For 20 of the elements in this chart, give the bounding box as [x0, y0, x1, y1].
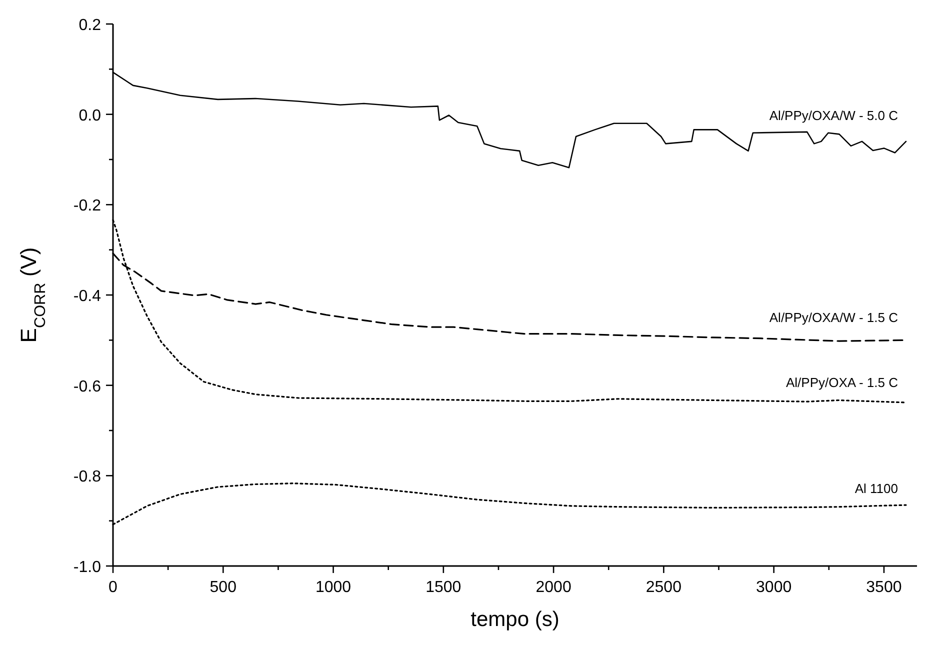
series-label: Al/PPy/OXA/W - 1.5 C	[769, 310, 898, 325]
x-tick-label: 1500	[426, 579, 462, 596]
x-tick-label: 3000	[756, 579, 792, 596]
series-label: Al 1100	[854, 481, 898, 496]
y-tick-label: -0.8	[73, 468, 102, 486]
y-tick-label: -0.6	[73, 378, 102, 396]
series-label: Al/PPy/OXA/W - 5.0 C	[769, 108, 898, 123]
x-tick-label: 3500	[866, 579, 902, 596]
x-axis-title: tempo (s)	[470, 608, 560, 631]
series-label: Al/PPy/OXA - 1.5 C	[786, 374, 898, 390]
x-tick-label: 0	[108, 579, 118, 596]
x-tick-label: 2500	[646, 579, 682, 596]
y-tick-label: -1.0	[73, 559, 102, 576]
y-tick-label: 0.0	[78, 107, 102, 124]
y-tick-label: 0.2	[78, 17, 102, 34]
x-tick-label: 1000	[315, 579, 352, 596]
x-tick-label: 2000	[536, 579, 572, 596]
y-tick-label: -0.4	[73, 288, 102, 305]
x-tick-label: 500	[210, 579, 237, 596]
y-tick-label: -0.2	[73, 198, 102, 215]
